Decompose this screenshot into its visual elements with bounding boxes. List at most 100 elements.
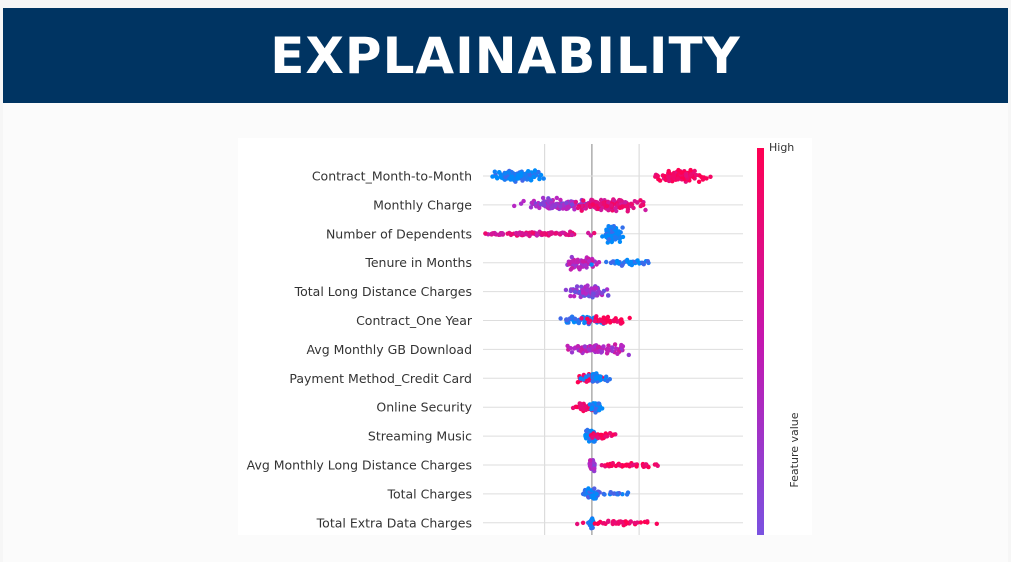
shap-point [571,320,577,325]
shap-point [610,520,615,525]
shap-point [684,173,689,178]
shap-point [585,287,590,293]
shap-point [569,202,575,207]
shap-point [598,374,603,379]
shap-point [508,231,514,237]
shap-point [593,285,599,291]
shap-point [572,346,577,351]
shap-point [586,320,591,325]
shap-point [592,230,597,236]
shap-point [605,233,610,238]
shap-point [700,177,706,182]
shap-point [578,265,583,270]
title-banner: EXPLAINABILITY [3,8,1008,103]
shap-point [568,288,573,294]
shap-point [586,230,591,236]
shap-point [617,205,623,210]
shap-point [596,260,602,265]
shap-point [541,176,546,181]
shap-point [597,317,603,322]
shap-point [574,284,580,289]
shap-point [500,231,505,236]
shap-point [609,203,614,208]
shap-point [629,262,634,268]
shap-point [609,239,614,245]
shap-point [494,174,499,180]
shap-point [613,346,619,351]
shap-point [600,234,605,239]
shap-point [553,231,558,236]
slide-title: EXPLAINABILITY [270,26,741,85]
shap-point [592,466,597,471]
shap-point [541,200,546,205]
shap-point [602,521,607,526]
shap-point [610,348,615,354]
shap-point [575,259,580,265]
shap-point [516,231,522,237]
shap-point [505,231,510,236]
feature-label: Total Long Distance Charges [294,284,472,299]
shap-point [598,432,603,438]
shap-point [592,318,597,324]
shap-point [603,434,608,439]
shap-point [638,520,643,525]
shap-point [590,435,595,440]
shap-point [601,344,606,349]
feature-label: Avg Monthly Long Distance Charges [247,458,472,473]
shap-point [590,198,595,203]
shap-point [708,174,713,179]
shap-point [577,289,582,295]
shap-point [568,345,573,351]
shap-point [605,346,610,351]
shap-point [526,169,531,174]
shap-point [590,202,596,207]
shap-point [537,176,542,182]
shap-point [640,260,646,266]
shap-point [483,231,488,236]
shap-point [546,198,551,203]
shap-point [578,348,583,353]
shap-point [610,461,615,466]
shap-point [515,172,521,178]
shap-point [639,202,644,208]
shap-point [515,176,520,181]
shap-point [568,267,573,272]
shap-point [671,173,677,178]
shap-point [581,377,586,382]
shap-point [640,463,646,469]
shap-point [512,203,517,209]
shap-point [587,463,593,468]
shap-point [585,283,590,288]
shap-point [626,352,631,358]
shap-point [569,232,575,238]
shap-point [625,209,630,214]
shap-point [635,520,640,525]
shap-point [606,519,611,524]
shap-point [611,491,616,496]
shap-point [530,200,535,205]
shap-point [619,317,624,322]
shap-point [572,289,578,295]
shap-point [497,170,502,175]
shap-point [581,198,586,203]
shap-point [580,520,586,525]
shap-point [528,205,534,210]
shap-point [645,520,650,525]
shap-point [623,200,628,205]
shap-point [638,198,643,203]
feature-label: Streaming Music [368,429,472,444]
shap-point [558,316,563,321]
shap-point [610,345,615,350]
shap-point [582,492,588,497]
shap-point [548,230,553,235]
shap-point [590,493,596,498]
shap-point [666,178,672,184]
shap-point [527,230,532,235]
feature-label: Monthly Charge [373,197,472,212]
shap-point [586,486,591,491]
shap-point [620,492,625,497]
shap-point [509,174,515,179]
shap-point [490,231,495,236]
shap-point [657,178,663,183]
